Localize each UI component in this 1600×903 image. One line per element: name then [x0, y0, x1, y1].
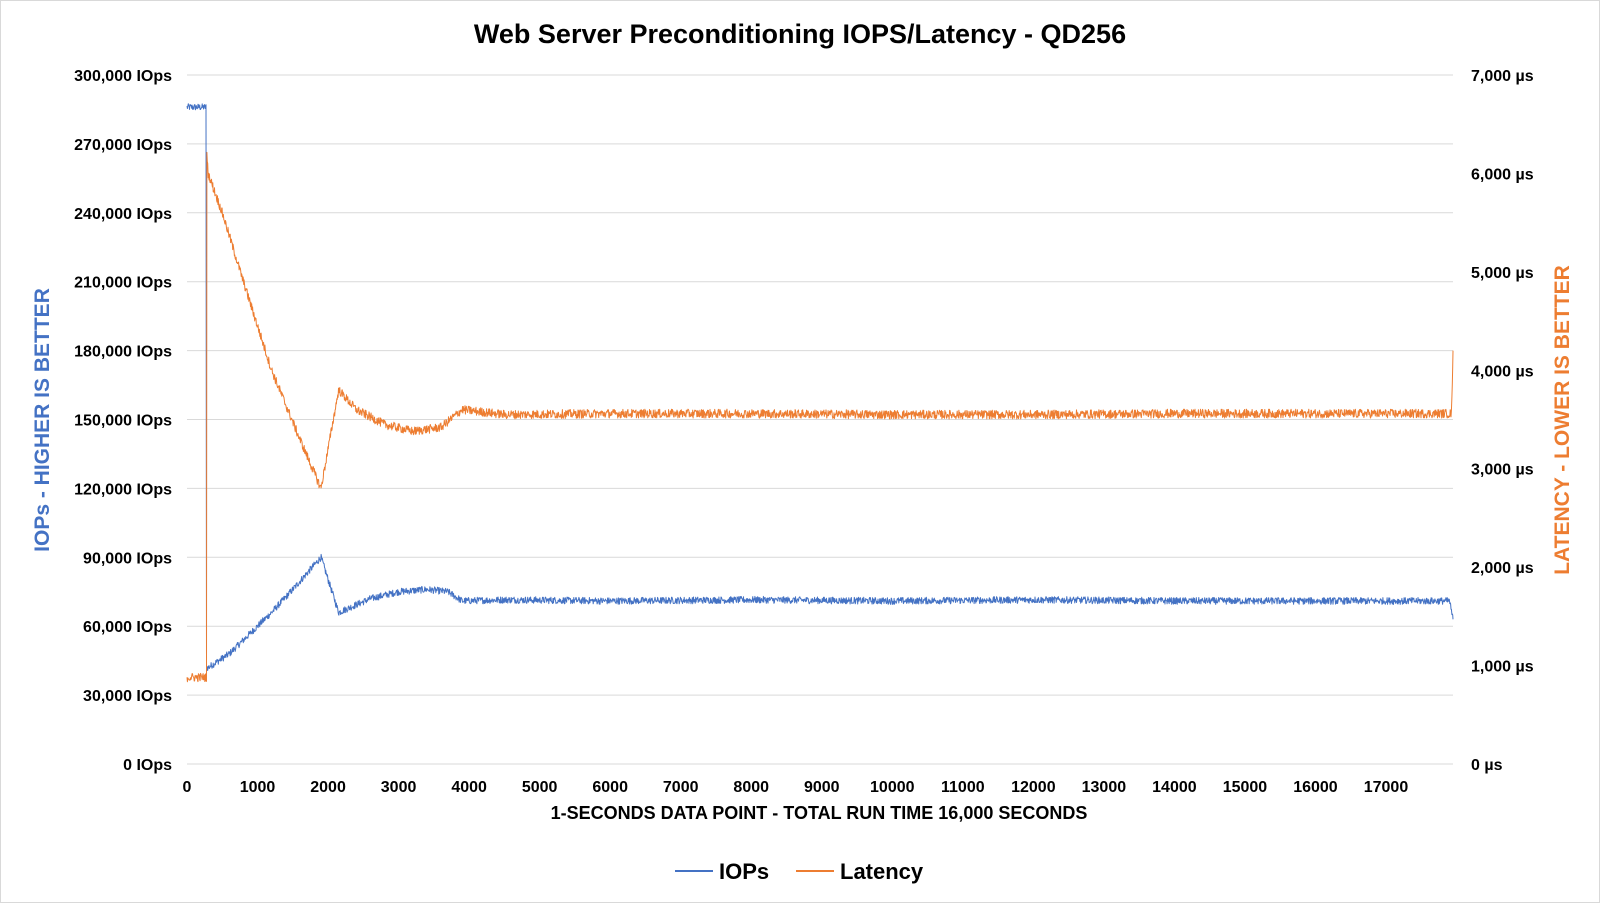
- legend-label-latency: Latency: [840, 859, 924, 884]
- x-tick-label: 0: [183, 779, 192, 796]
- legend-item-latency: Latency: [796, 859, 924, 884]
- x-tick-label: 15000: [1223, 779, 1268, 796]
- y-right-tick-label: 0 µs: [1471, 757, 1503, 774]
- x-tick-label: 13000: [1082, 779, 1127, 796]
- x-tick-label: 12000: [1011, 779, 1056, 796]
- y-left-tick-label: 240,000 IOps: [74, 206, 172, 223]
- y-left-tick-label: 180,000 IOps: [74, 344, 172, 361]
- y-right-tick-label: 7,000 µs: [1471, 68, 1534, 85]
- y-left-tick-label: 150,000 IOps: [74, 413, 172, 430]
- x-tick-label: 6000: [592, 779, 628, 796]
- y-left-tick-label: 0 IOps: [123, 757, 172, 774]
- y-left-tick-label: 90,000 IOps: [83, 550, 172, 567]
- x-tick-label: 8000: [733, 779, 769, 796]
- y-left-tick-label: 30,000 IOps: [83, 688, 172, 705]
- x-tick-label: 11000: [941, 779, 985, 796]
- y-left-tick-label: 60,000 IOps: [83, 619, 172, 636]
- x-tick-label: 17000: [1364, 779, 1409, 796]
- x-tick-label: 2000: [310, 779, 346, 796]
- y-right-tick-labels: 0 µs 1,000 µs 2,000 µs 3,000 µs 4,000 µs 5,00…: [1471, 68, 1534, 774]
- y-left-tick-label: 300,000 IOps: [74, 68, 172, 85]
- legend-item-iops: IOPs: [675, 859, 769, 884]
- x-tick-label: 9000: [804, 779, 840, 796]
- series-line-iops: [186, 103, 1454, 671]
- y-right-tick-label: 1,000 µs: [1471, 659, 1534, 676]
- x-tick-label: 1000: [240, 779, 276, 796]
- y-left-tick-label: 210,000 IOps: [74, 275, 172, 292]
- x-tick-label: 5000: [522, 779, 558, 796]
- x-tick-labels: 0 1000 2000 3000 4000 5000 6000 7000 8000 9000 100…: [183, 779, 1409, 796]
- y-left-tick-labels: 0 IOps 30,000 IOps 60,000 IOps 90,000 IOps 1…: [74, 68, 172, 774]
- series-layer: [186, 103, 1454, 683]
- y-right-tick-label: 2,000 µs: [1471, 560, 1534, 577]
- x-tick-label: 16000: [1293, 779, 1338, 796]
- y-left-axis-title: IOPs - HIGHER IS BETTER: [31, 288, 54, 552]
- y-right-tick-label: 4,000 µs: [1471, 363, 1534, 380]
- y-left-tick-label: 270,000 IOps: [74, 137, 172, 154]
- x-axis-title: 1-SECONDS DATA POINT - TOTAL RUN TIME 16…: [551, 803, 1088, 823]
- y-right-tick-label: 5,000 µs: [1471, 265, 1534, 282]
- x-tick-label: 10000: [870, 779, 915, 796]
- x-tick-label: 14000: [1152, 779, 1197, 796]
- x-tick-label: 7000: [663, 779, 699, 796]
- y-left-tick-label: 120,000 IOps: [74, 481, 172, 498]
- y-right-tick-label: 6,000 µs: [1471, 166, 1534, 183]
- y-right-axis-title: LATENCY - LOWER IS BETTER: [1551, 265, 1574, 575]
- legend: IOPs Latency: [675, 859, 924, 884]
- y-right-tick-label: 3,000 µs: [1471, 462, 1534, 479]
- legend-label-iops: IOPs: [719, 859, 769, 884]
- x-tick-label: 4000: [451, 779, 487, 796]
- x-tick-label: 3000: [381, 779, 417, 796]
- gridlines: [187, 74, 1453, 765]
- chart-title: Web Server Preconditioning IOPS/Latency …: [474, 19, 1126, 49]
- series-line-latency: [186, 151, 1454, 683]
